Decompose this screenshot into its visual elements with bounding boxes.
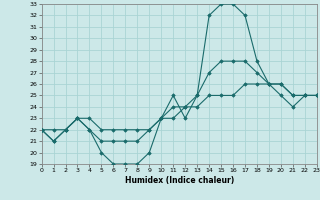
- X-axis label: Humidex (Indice chaleur): Humidex (Indice chaleur): [124, 176, 234, 185]
